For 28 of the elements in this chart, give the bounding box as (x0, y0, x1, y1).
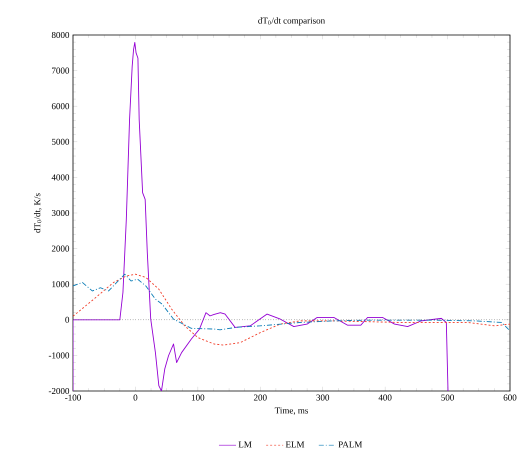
y-tick-label: 3000 (52, 210, 70, 216)
y-tick-label: -1000 (48, 352, 70, 358)
x-tick-label: 400 (378, 394, 392, 401)
x-tick-label: 300 (316, 394, 330, 401)
x-tick-label: 600 (504, 394, 516, 401)
line-series (73, 274, 510, 332)
y-tick-label: 4000 (52, 174, 70, 180)
x-tick-label: 0 (134, 394, 138, 401)
line-series (73, 274, 510, 346)
y-tick-label: 1000 (52, 281, 70, 288)
y-tick-label: 8000 (52, 32, 70, 38)
x-tick-label: 500 (441, 394, 454, 401)
legend-label: ELM (286, 442, 304, 448)
y-tick-label: 6000 (52, 103, 70, 110)
legend-label: LM (238, 442, 252, 448)
legend-label: PALM (338, 441, 362, 448)
y-tick-label: -2000 (48, 388, 70, 394)
x-tick-label: 100 (192, 394, 204, 401)
y-tick-label: 7000 (52, 68, 70, 74)
x-tick-label: -100 (65, 394, 81, 401)
x-tick-label: 200 (254, 394, 267, 401)
line-series (73, 42, 448, 391)
x-axis-title: Time, ms (274, 407, 308, 415)
y-tick-label: 5000 (52, 138, 70, 145)
y-tick-label: 0 (65, 316, 70, 323)
chart-title: dT$_{0}$/dt comparison (258, 17, 325, 26)
y-axis-title: dT$_{0}$/dt, K/s (34, 193, 42, 233)
y-tick-label: 2000 (52, 246, 70, 252)
